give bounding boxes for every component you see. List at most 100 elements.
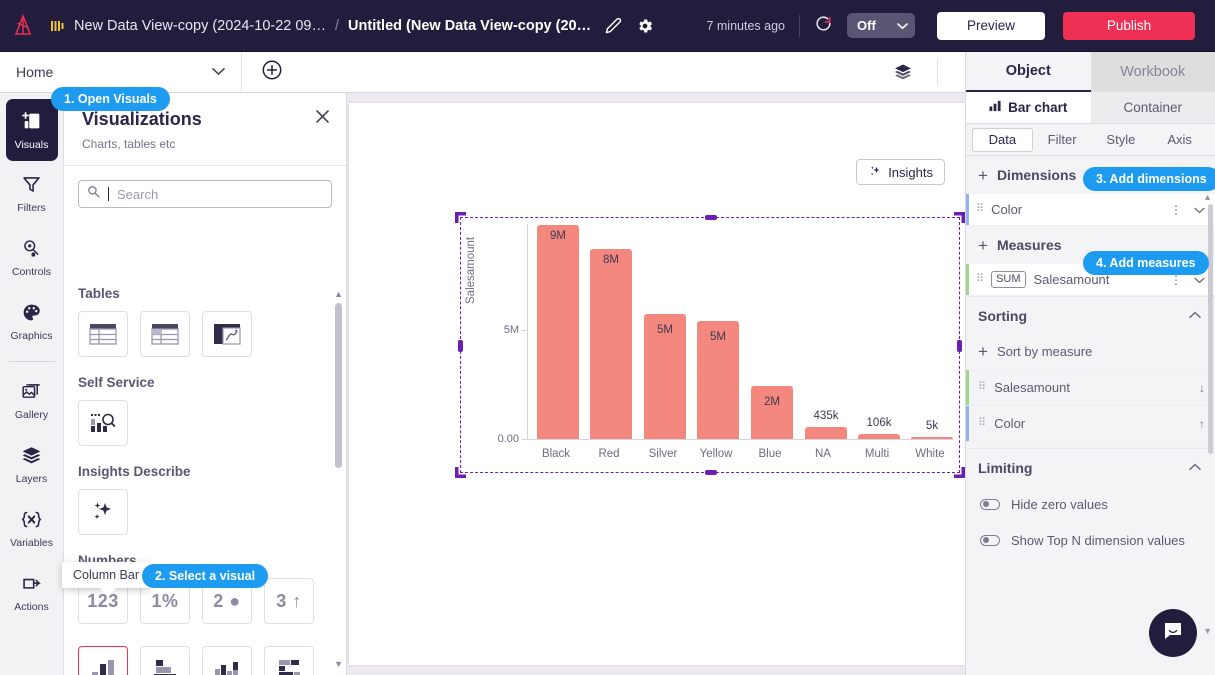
chevron-down-icon[interactable] [1194,273,1205,287]
resize-handle-top[interactable] [705,215,717,220]
visuals-scroll-area[interactable]: Tables [64,268,347,675]
canvas-sheet[interactable]: Insights Salesamount 5M 0.00 [349,103,965,665]
publish-button[interactable]: Publish [1063,11,1195,40]
section-dimensions[interactable]: + Dimensions [966,156,1215,194]
resize-handle-left[interactable] [458,340,463,352]
search-input[interactable]: Search [78,180,332,208]
plus-icon[interactable]: + [978,342,988,361]
chevron-up-icon[interactable]: ▲ [1203,192,1212,202]
chevron-up-icon[interactable] [1189,462,1201,474]
scrollbar-thumb[interactable] [1208,204,1213,454]
bar-silver[interactable] [644,314,686,439]
scrollbar-thumb[interactable] [335,303,342,468]
sort-row-color[interactable]: ⠿ Color ↑ [966,406,1215,442]
refresh-icon[interactable] [814,14,833,38]
bar-multi[interactable] [858,434,900,439]
gear-icon[interactable] [636,17,654,35]
pivot-table-icon[interactable] [140,311,190,357]
insights-button[interactable]: Insights [856,159,945,185]
chevron-down-icon[interactable]: ▼ [334,659,343,669]
tab-data[interactable]: Data [972,127,1033,152]
bar-yellow[interactable] [697,321,739,439]
plus-icon[interactable]: + [978,165,988,185]
y-axis-tick: 5M [503,324,519,336]
preview-button[interactable]: Preview [937,11,1045,40]
canvas-area[interactable]: Insights Salesamount 5M 0.00 [347,93,965,675]
section-measures[interactable]: + Measures [966,226,1215,264]
field-actions: ⋮ [1170,203,1205,217]
bar-black[interactable] [537,225,579,439]
sidebar-item-gallery[interactable]: Gallery [6,370,58,432]
tab-label: Object [1005,63,1051,79]
close-icon[interactable] [313,107,332,131]
breadcrumb-current[interactable]: Untitled (New Data View-copy (20… [348,17,592,34]
section-limiting[interactable]: Limiting [966,448,1215,486]
chevron-down-icon[interactable]: ▼ [1203,626,1212,636]
tab-bar-chart[interactable]: Bar chart [966,92,1091,123]
toggle-hide-zero-values[interactable]: Hide zero values [966,486,1215,522]
chevron-down-icon[interactable] [1194,203,1205,217]
column-bar-icon[interactable] [78,646,128,675]
stacked-mixed-icon[interactable] [264,646,314,675]
chat-button[interactable] [1149,609,1197,657]
field-accent [966,264,969,295]
bar-blue[interactable] [751,386,793,439]
number-tile-arrow[interactable]: 3 ↑ [264,578,314,624]
sparkles-icon[interactable] [78,489,128,535]
sidebar-item-actions[interactable]: Actions [6,562,58,624]
drag-handle-icon[interactable]: ⠿ [978,417,986,429]
app-logo-icon[interactable] [0,13,46,38]
kebab-menu-icon[interactable]: ⋮ [1170,202,1182,217]
arrow-down-icon[interactable]: ↓ [1199,380,1205,395]
toggle-switch[interactable] [980,534,1000,546]
section-sorting[interactable]: Sorting [966,296,1215,334]
toggle-switch[interactable] [980,498,1000,510]
sidebar-item-visuals[interactable]: Visuals [5,99,58,161]
sidebar-item-filters[interactable]: Filters [6,163,58,225]
sidebar-item-controls[interactable]: Controls [6,227,58,289]
plus-icon[interactable]: + [978,235,988,255]
arrow-up-icon[interactable]: ↑ [1199,416,1205,431]
tab-object[interactable]: Object [966,52,1091,92]
resize-handle-right[interactable] [957,340,962,352]
dimension-field-color[interactable]: ⠿ Color ⋮ [966,194,1215,226]
tab-label: Filter [1047,132,1077,147]
tab-container[interactable]: Container [1090,92,1215,123]
chevron-up-icon[interactable] [1189,310,1201,322]
sidebar-item-graphics[interactable]: Graphics [6,291,58,353]
kebab-menu-icon[interactable]: ⋮ [1170,272,1182,287]
toggle-show-top-n[interactable]: Show Top N dimension values [966,522,1215,558]
sidebar-item-layers[interactable]: Layers [6,434,58,496]
horizontal-bar-icon[interactable] [140,646,190,675]
layers-icon[interactable] [883,52,923,93]
tab-workbook[interactable]: Workbook [1090,52,1215,92]
table-icon[interactable] [78,311,128,357]
drag-handle-icon[interactable]: ⠿ [976,203,984,215]
chevron-up-icon[interactable]: ▲ [334,289,343,299]
tab-axis[interactable]: Axis [1150,128,1209,152]
auto-refresh-select[interactable]: Off [847,13,915,38]
sort-row-salesamount[interactable]: ⠿ Salesamount ↓ [966,370,1215,406]
add-page-button[interactable] [242,59,302,86]
sparkline-table-icon[interactable] [202,311,252,357]
y-tick-mark [522,330,527,331]
self-service-explore-icon[interactable] [78,400,128,446]
bar-na[interactable] [805,427,847,439]
drag-handle-icon[interactable]: ⠿ [976,273,984,285]
grouped-column-icon[interactable] [202,646,252,675]
bar-red[interactable] [590,249,632,439]
sort-add-row[interactable]: + Sort by measure [966,334,1215,370]
pencil-icon[interactable] [605,17,622,34]
tab-style[interactable]: Style [1092,128,1151,152]
drag-handle-icon[interactable]: ⠿ [978,381,986,393]
chart-selection-frame[interactable]: Salesamount 5M 0.00 9M 8 [455,212,965,478]
aggregation-chip[interactable]: SUM [991,270,1026,289]
bar-white[interactable] [911,437,953,439]
tab-filter[interactable]: Filter [1033,128,1092,152]
resize-handle-bottom[interactable] [705,470,717,475]
breadcrumb-parent[interactable]: New Data View-copy (2024-10-22 09… [74,17,327,34]
sidebar-item-variables[interactable]: Variables [6,498,58,560]
bar-chart[interactable]: Salesamount 5M 0.00 9M 8 [461,218,961,474]
section-label: Limiting [978,459,1033,476]
page-selector[interactable]: Home [0,51,242,93]
